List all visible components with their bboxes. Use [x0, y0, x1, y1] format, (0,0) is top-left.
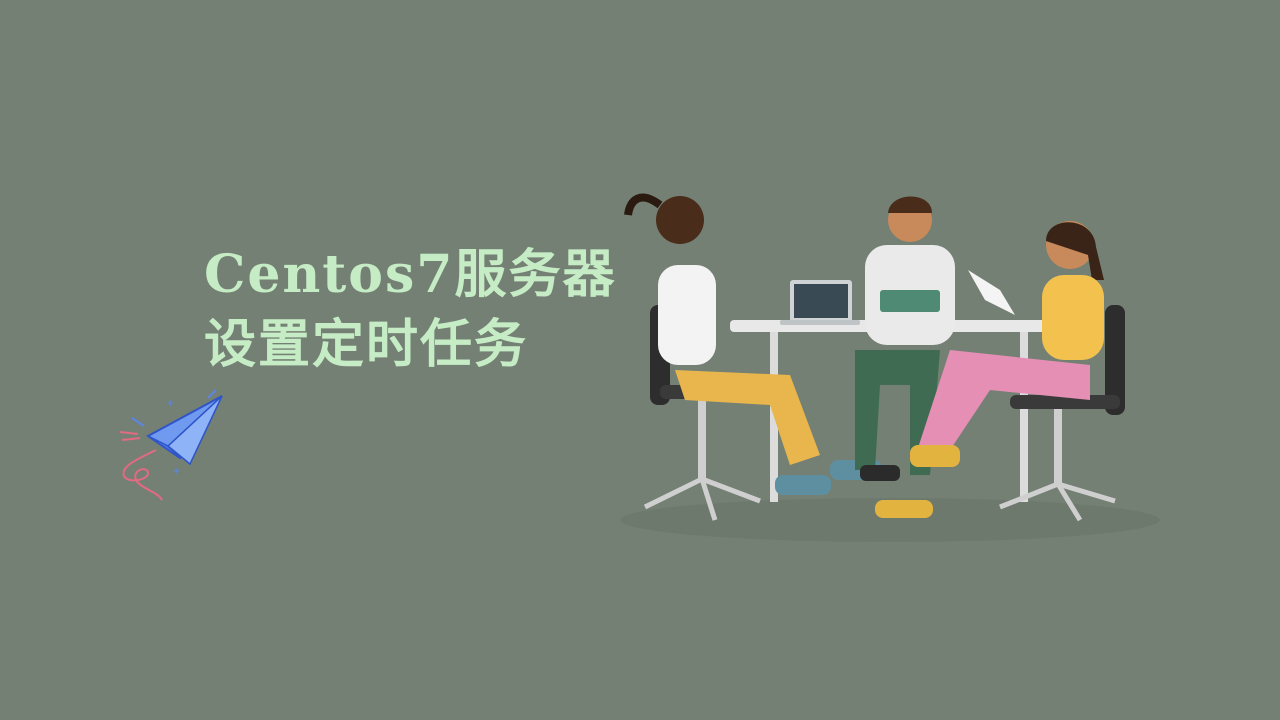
- svg-text:+: +: [166, 398, 174, 409]
- title-line-2: 设置定时任务: [204, 314, 529, 375]
- cover-title: Centos7服务器 设置定时任务: [204, 240, 664, 380]
- team-meeting-illustration: [620, 193, 1160, 542]
- title-line-1: Centos7服务器: [204, 244, 617, 305]
- svg-text:+: +: [172, 466, 180, 477]
- paper-plane-icon: + +: [119, 389, 223, 501]
